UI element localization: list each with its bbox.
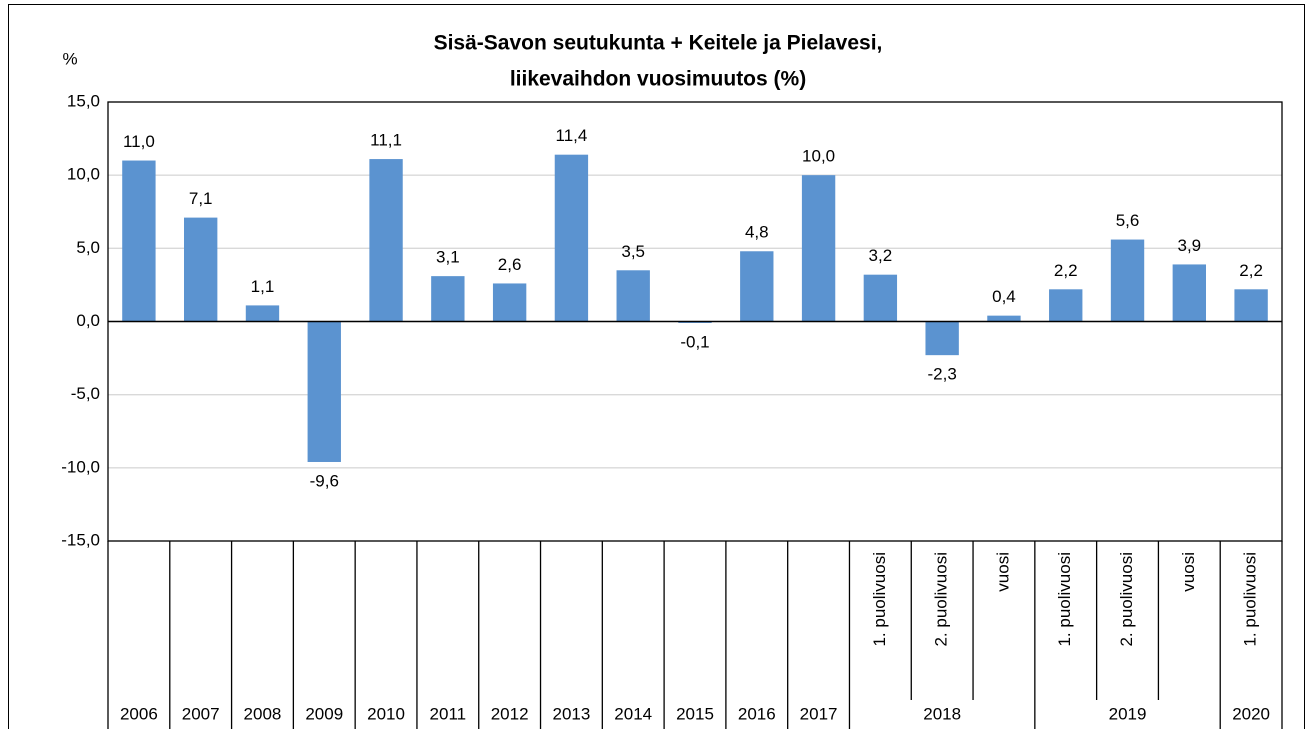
bar: [1049, 289, 1083, 322]
bar: [925, 321, 959, 356]
group-label: 2017: [800, 704, 838, 723]
bar: [616, 270, 650, 322]
group-label: 2009: [305, 704, 343, 723]
y-axis-label: %: [62, 49, 77, 68]
chart-title: Sisä-Savon seutukunta + Keitele ja Piela…: [434, 32, 883, 55]
bar: [1234, 289, 1268, 322]
bar: [245, 305, 280, 322]
bar: [987, 315, 1021, 322]
y-tick-label: -15,0: [61, 530, 100, 549]
group-label: 2016: [738, 704, 776, 723]
data-label: 5,6: [1116, 211, 1140, 230]
group-label: 2018: [923, 704, 961, 723]
data-label: 3,5: [621, 242, 645, 261]
x-tick-label: 1. puolivuosi: [1055, 552, 1074, 647]
bar: [1110, 239, 1145, 322]
group-label: 2020: [1232, 704, 1270, 723]
bar: [863, 274, 898, 322]
data-label: 2,6: [498, 255, 522, 274]
data-label: 2,2: [1239, 261, 1263, 280]
y-tick-label: -10,0: [61, 457, 100, 476]
group-label: 2008: [244, 704, 282, 723]
bar: [1172, 264, 1206, 322]
group-label: 2015: [676, 704, 714, 723]
bar: [801, 175, 836, 322]
y-tick-label: -5,0: [71, 384, 100, 403]
data-label: 1,1: [251, 277, 275, 296]
x-tick-label: 1. puolivuosi: [870, 552, 889, 647]
x-tick-label: 2. puolivuosi: [932, 552, 951, 647]
data-label: -9,6: [310, 471, 339, 490]
data-label: -2,3: [928, 365, 957, 384]
data-label: 4,8: [745, 223, 769, 242]
y-tick-label: 15,0: [67, 91, 100, 110]
group-label: 2010: [367, 704, 405, 723]
y-tick-label: 10,0: [67, 165, 100, 184]
data-label: 11,1: [370, 131, 402, 150]
group-label: 2007: [182, 704, 220, 723]
data-label: 3,9: [1177, 236, 1201, 255]
group-label: 2006: [120, 704, 158, 723]
data-label: 3,2: [869, 246, 893, 265]
bar: [492, 283, 527, 322]
data-label: 7,1: [189, 189, 213, 208]
x-tick-label: vuosi: [1179, 552, 1198, 592]
bar: [307, 321, 341, 462]
bar: [122, 160, 156, 322]
x-tick-label: 1. puolivuosi: [1241, 552, 1260, 647]
data-label: 11,4: [556, 126, 588, 145]
chart-border: [8, 4, 1305, 729]
y-tick-label: 5,0: [76, 238, 100, 257]
data-label: 11,0: [123, 132, 155, 151]
bar: [740, 251, 774, 322]
data-label: 10,0: [802, 147, 835, 166]
chart-title: liikevaihdon vuosimuutos (%): [510, 68, 806, 91]
data-label: -0,1: [680, 332, 709, 351]
y-tick-label: 0,0: [76, 311, 100, 330]
bar: [554, 154, 589, 322]
group-label: 2014: [614, 704, 652, 723]
bar: [369, 159, 403, 322]
data-label: 3,1: [436, 248, 460, 267]
x-tick-label: 2. puolivuosi: [1117, 552, 1136, 647]
group-label: 2013: [553, 704, 591, 723]
group-label: 2011: [430, 704, 467, 723]
bar: [431, 276, 465, 322]
bar: [184, 217, 218, 322]
data-label: 2,2: [1054, 261, 1078, 280]
data-label: 0,4: [992, 287, 1016, 306]
group-label: 2019: [1109, 704, 1147, 723]
x-tick-label: vuosi: [993, 552, 1012, 592]
group-label: 2012: [491, 704, 529, 723]
